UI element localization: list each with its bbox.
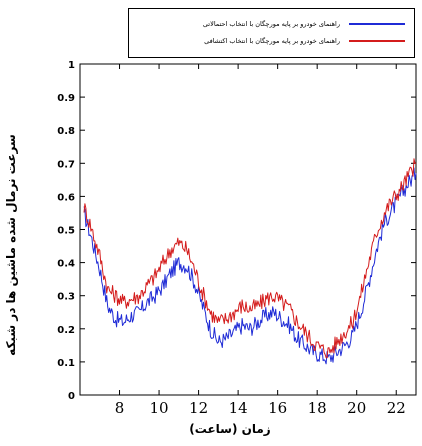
- legend-label-2: راهنمای خودرو بر پایه مورچگان با انتخاب …: [204, 37, 340, 45]
- legend-swatch-2: [349, 40, 405, 42]
- legend-label-1: راهنمای خودرو بر پایه مورچگان با انتخاب …: [202, 20, 340, 28]
- x-tick-label: 20: [347, 399, 366, 417]
- x-tick-label: 8: [115, 399, 125, 417]
- plot-area: [79, 63, 417, 396]
- legend: راهنمای خودرو بر پایه مورچگان با انتخاب …: [128, 8, 415, 58]
- series-line-1: [83, 167, 417, 365]
- y-tick-label: 0.8: [57, 126, 75, 137]
- legend-swatch-1: [349, 23, 405, 25]
- series-group: [83, 158, 417, 365]
- y-axis-label: سرعت نرمال شده ماشین ها در شبکه: [4, 134, 18, 356]
- y-tick-label: 0.3: [57, 292, 75, 303]
- legend-entry-2: راهنمای خودرو بر پایه مورچگان با انتخاب …: [129, 31, 416, 51]
- y-tick-label: 0: [68, 391, 75, 402]
- legend-entry-1: راهنمای خودرو بر پایه مورچگان با انتخاب …: [129, 14, 416, 34]
- x-tick-label: 16: [268, 399, 287, 417]
- x-tick-label: 22: [387, 399, 406, 417]
- x-tick-label: 14: [229, 399, 248, 417]
- x-tick-label: 12: [189, 399, 208, 417]
- tick-group: 00.10.20.30.40.50.60.70.80.918 10 12 14 16 18…: [57, 60, 416, 417]
- y-tick-label: 0.1: [57, 358, 75, 369]
- x-tick-label: 10: [150, 399, 169, 417]
- y-tick-label: 0.4: [57, 259, 75, 270]
- y-tick-label: 0.2: [57, 325, 75, 336]
- x-tick-label: 18: [308, 399, 327, 417]
- y-tick-label: 0.5: [57, 226, 75, 237]
- series-line-2: [83, 158, 417, 359]
- y-tick-label: 0.9: [57, 93, 75, 104]
- y-tick-label: 0.7: [57, 159, 75, 170]
- y-tick-label: 0.6: [57, 192, 75, 203]
- y-tick-label: 1: [68, 60, 75, 71]
- x-axis-label: زمان (ساعت): [189, 422, 271, 436]
